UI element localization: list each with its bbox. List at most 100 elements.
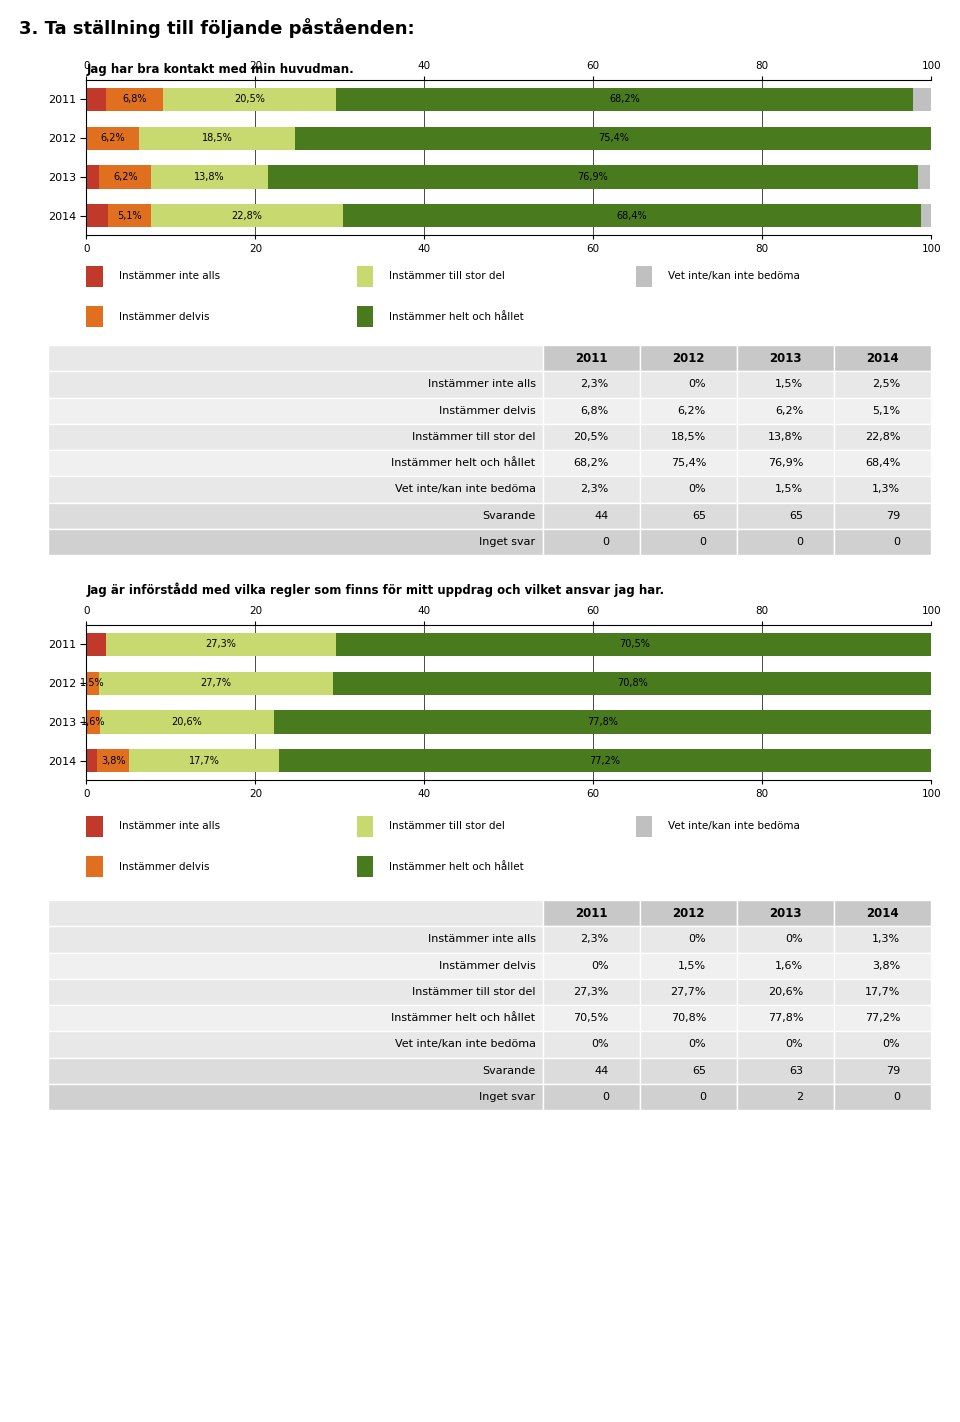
FancyBboxPatch shape <box>48 529 542 555</box>
Bar <box>921 203 932 228</box>
Text: 0%: 0% <box>882 1039 900 1049</box>
Text: 2014: 2014 <box>866 351 899 364</box>
Bar <box>333 671 931 695</box>
Text: Instämmer till stor del: Instämmer till stor del <box>412 432 536 442</box>
FancyBboxPatch shape <box>542 502 639 529</box>
FancyBboxPatch shape <box>639 1084 737 1111</box>
FancyBboxPatch shape <box>834 900 931 926</box>
FancyBboxPatch shape <box>737 502 834 529</box>
Bar <box>86 266 103 286</box>
FancyBboxPatch shape <box>48 449 542 476</box>
Text: Instämmer inte alls: Instämmer inte alls <box>118 272 220 282</box>
Text: 70,8%: 70,8% <box>616 678 647 688</box>
Bar <box>274 710 931 734</box>
Text: 6,8%: 6,8% <box>581 405 609 415</box>
Bar <box>268 165 918 189</box>
Text: 0%: 0% <box>688 485 706 495</box>
Text: 0: 0 <box>602 1092 609 1102</box>
FancyBboxPatch shape <box>737 371 834 398</box>
Text: 18,5%: 18,5% <box>671 432 706 442</box>
Text: Inget svar: Inget svar <box>479 1092 536 1102</box>
Bar <box>86 815 103 836</box>
FancyBboxPatch shape <box>737 449 834 476</box>
FancyBboxPatch shape <box>834 1031 931 1058</box>
FancyBboxPatch shape <box>834 502 931 529</box>
Text: 1,6%: 1,6% <box>775 961 804 971</box>
FancyBboxPatch shape <box>542 371 639 398</box>
Text: 0: 0 <box>699 1092 706 1102</box>
Text: Instämmer delvis: Instämmer delvis <box>439 961 536 971</box>
Bar <box>130 749 279 772</box>
FancyBboxPatch shape <box>48 346 542 371</box>
FancyBboxPatch shape <box>639 476 737 502</box>
Text: 2,3%: 2,3% <box>581 485 609 495</box>
Text: 79: 79 <box>886 510 900 520</box>
Text: 6,8%: 6,8% <box>122 94 147 104</box>
FancyBboxPatch shape <box>737 424 834 449</box>
Text: Instämmer delvis: Instämmer delvis <box>118 862 209 872</box>
Text: 65: 65 <box>789 510 804 520</box>
Bar <box>357 815 373 836</box>
Text: Instämmer delvis: Instämmer delvis <box>118 311 209 321</box>
FancyBboxPatch shape <box>48 978 542 1005</box>
Text: 1,5%: 1,5% <box>775 485 804 495</box>
FancyBboxPatch shape <box>834 529 931 555</box>
Bar <box>918 165 930 189</box>
Text: 2,3%: 2,3% <box>581 380 609 390</box>
Text: 22,8%: 22,8% <box>231 210 262 220</box>
FancyBboxPatch shape <box>639 502 737 529</box>
Text: 77,8%: 77,8% <box>588 717 618 727</box>
FancyBboxPatch shape <box>737 1031 834 1058</box>
Text: 17,7%: 17,7% <box>865 987 900 997</box>
Text: Vet inte/kan inte bedöma: Vet inte/kan inte bedöma <box>667 272 800 282</box>
FancyBboxPatch shape <box>737 529 834 555</box>
Text: 77,2%: 77,2% <box>589 755 620 765</box>
FancyBboxPatch shape <box>48 1058 542 1084</box>
Text: 0: 0 <box>894 1092 900 1102</box>
Text: 44: 44 <box>594 510 609 520</box>
Text: 68,4%: 68,4% <box>865 458 900 468</box>
Text: Instämmer helt och hållet: Instämmer helt och hållet <box>392 458 536 468</box>
FancyBboxPatch shape <box>639 1058 737 1084</box>
Text: 2014: 2014 <box>866 907 899 920</box>
FancyBboxPatch shape <box>48 502 542 529</box>
FancyBboxPatch shape <box>737 1005 834 1031</box>
FancyBboxPatch shape <box>542 1031 639 1058</box>
FancyBboxPatch shape <box>639 900 737 926</box>
Text: 6,2%: 6,2% <box>100 134 125 144</box>
Text: 0: 0 <box>699 538 706 547</box>
Text: 0%: 0% <box>591 961 609 971</box>
Text: 0%: 0% <box>785 934 804 944</box>
Text: 6,2%: 6,2% <box>775 405 804 415</box>
Text: 2011: 2011 <box>575 351 608 364</box>
Bar <box>86 749 97 772</box>
FancyBboxPatch shape <box>834 476 931 502</box>
Bar <box>636 266 652 286</box>
Text: 0%: 0% <box>688 380 706 390</box>
Text: 68,2%: 68,2% <box>610 94 640 104</box>
Bar <box>86 165 99 189</box>
Bar <box>86 127 139 149</box>
Text: 20,6%: 20,6% <box>172 717 203 727</box>
Text: 20,5%: 20,5% <box>573 432 609 442</box>
Bar <box>344 203 921 228</box>
Text: 77,2%: 77,2% <box>865 1012 900 1022</box>
Bar <box>106 633 336 656</box>
FancyBboxPatch shape <box>834 1005 931 1031</box>
Text: 0%: 0% <box>785 1039 804 1049</box>
Bar <box>86 856 103 877</box>
FancyBboxPatch shape <box>639 449 737 476</box>
FancyBboxPatch shape <box>542 900 639 926</box>
Text: Instämmer till stor del: Instämmer till stor del <box>412 987 536 997</box>
Bar <box>139 127 295 149</box>
FancyBboxPatch shape <box>639 529 737 555</box>
FancyBboxPatch shape <box>639 398 737 424</box>
Text: 63: 63 <box>789 1065 804 1075</box>
Text: 68,2%: 68,2% <box>573 458 609 468</box>
Text: Svarande: Svarande <box>482 510 536 520</box>
Text: 20,5%: 20,5% <box>234 94 265 104</box>
Bar <box>336 88 913 111</box>
Text: 2013: 2013 <box>769 351 802 364</box>
Text: 76,9%: 76,9% <box>578 172 609 182</box>
FancyBboxPatch shape <box>639 1031 737 1058</box>
